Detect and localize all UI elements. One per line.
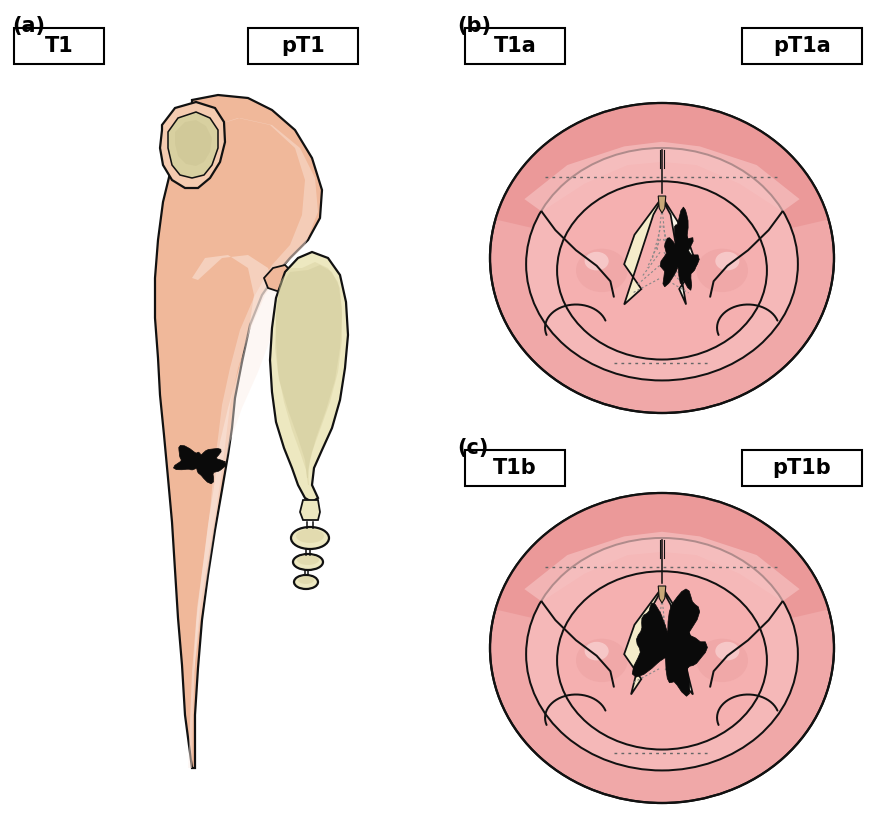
Ellipse shape xyxy=(696,639,748,682)
Text: (b): (b) xyxy=(457,16,491,36)
Polygon shape xyxy=(662,589,696,694)
Polygon shape xyxy=(624,589,662,694)
Polygon shape xyxy=(496,493,829,620)
Ellipse shape xyxy=(291,527,329,549)
Polygon shape xyxy=(658,196,666,213)
Polygon shape xyxy=(496,103,829,230)
Ellipse shape xyxy=(526,538,798,770)
Ellipse shape xyxy=(696,248,748,292)
Text: pT1: pT1 xyxy=(281,36,325,56)
Polygon shape xyxy=(173,445,226,484)
Polygon shape xyxy=(188,255,278,768)
Polygon shape xyxy=(632,589,708,696)
Text: T1a: T1a xyxy=(494,36,536,56)
Polygon shape xyxy=(525,532,799,601)
Polygon shape xyxy=(662,199,696,305)
Ellipse shape xyxy=(584,252,608,270)
Polygon shape xyxy=(160,102,225,188)
Polygon shape xyxy=(175,120,212,166)
Text: pT1a: pT1a xyxy=(773,36,831,56)
Ellipse shape xyxy=(490,103,834,413)
FancyBboxPatch shape xyxy=(742,450,862,486)
Ellipse shape xyxy=(490,493,834,803)
Polygon shape xyxy=(660,207,699,290)
Text: T1: T1 xyxy=(44,36,74,56)
Polygon shape xyxy=(276,262,342,485)
Polygon shape xyxy=(190,118,318,768)
Text: (a): (a) xyxy=(12,16,45,36)
Text: pT1b: pT1b xyxy=(773,458,831,478)
FancyBboxPatch shape xyxy=(465,450,565,486)
Ellipse shape xyxy=(716,642,740,660)
Ellipse shape xyxy=(716,252,740,270)
Ellipse shape xyxy=(584,642,608,660)
Ellipse shape xyxy=(576,639,628,682)
FancyBboxPatch shape xyxy=(14,28,104,64)
Polygon shape xyxy=(624,199,662,305)
Ellipse shape xyxy=(298,576,314,584)
Ellipse shape xyxy=(296,529,324,543)
Polygon shape xyxy=(525,142,799,212)
Polygon shape xyxy=(300,500,320,520)
Ellipse shape xyxy=(576,248,628,292)
Ellipse shape xyxy=(293,554,323,570)
Ellipse shape xyxy=(297,555,319,565)
Ellipse shape xyxy=(294,575,318,589)
Ellipse shape xyxy=(526,148,798,381)
Polygon shape xyxy=(275,265,342,478)
FancyBboxPatch shape xyxy=(248,28,358,64)
Polygon shape xyxy=(658,586,666,603)
Polygon shape xyxy=(155,95,322,768)
Text: (c): (c) xyxy=(457,438,488,458)
Polygon shape xyxy=(264,265,292,292)
Text: T1b: T1b xyxy=(493,458,537,478)
Polygon shape xyxy=(168,112,218,178)
Ellipse shape xyxy=(557,571,767,749)
Polygon shape xyxy=(270,252,348,502)
Ellipse shape xyxy=(557,181,767,359)
FancyBboxPatch shape xyxy=(465,28,565,64)
FancyBboxPatch shape xyxy=(742,28,862,64)
